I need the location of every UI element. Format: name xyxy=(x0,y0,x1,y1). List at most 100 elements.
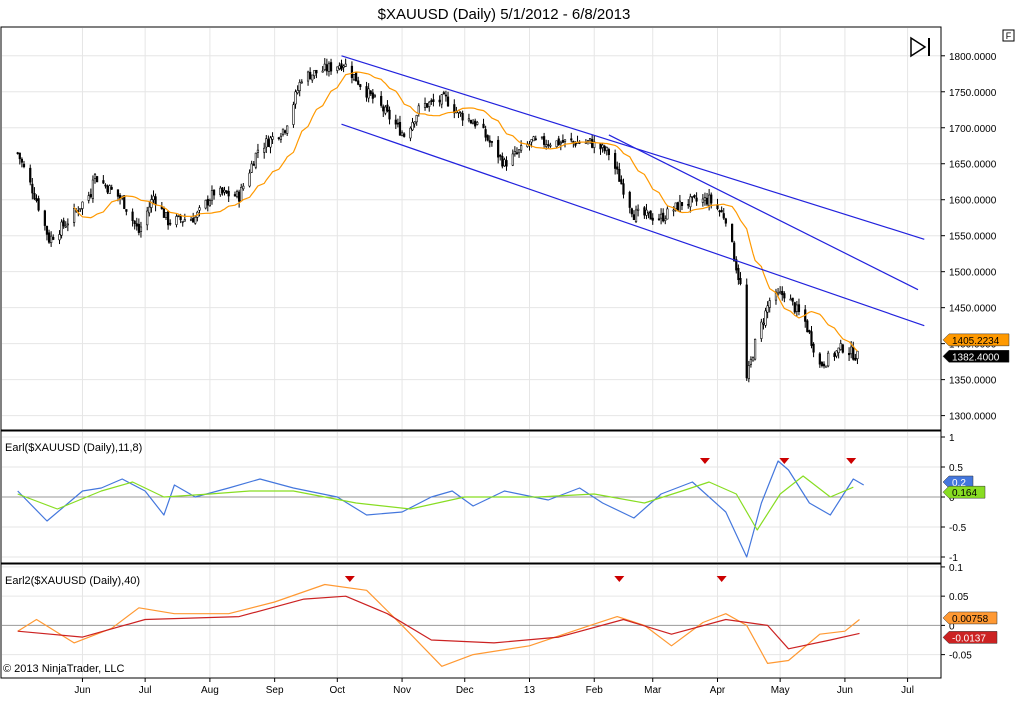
candle xyxy=(561,134,565,144)
candle xyxy=(298,79,301,97)
candle-body xyxy=(651,217,654,221)
candle xyxy=(482,118,485,129)
candle xyxy=(486,134,489,142)
candle-body xyxy=(505,160,508,167)
candle-body xyxy=(783,293,786,299)
candle-body xyxy=(413,121,416,125)
candle xyxy=(745,278,748,381)
candle-body xyxy=(252,163,255,166)
candle xyxy=(367,83,370,103)
candle xyxy=(139,221,143,238)
last-close-tag-shape xyxy=(942,350,1010,363)
candle xyxy=(125,209,128,216)
candle xyxy=(394,114,397,130)
candle xyxy=(265,134,268,154)
candle-body xyxy=(718,210,721,213)
candle-body xyxy=(400,132,404,136)
candle-body xyxy=(793,302,796,313)
candle-body xyxy=(676,202,679,211)
candle xyxy=(47,229,51,244)
candle xyxy=(296,85,299,95)
candle xyxy=(256,143,260,159)
x-tick-label: Sep xyxy=(266,685,284,696)
candle xyxy=(355,71,358,82)
candle-body xyxy=(123,195,126,209)
candle-body xyxy=(634,209,638,222)
candle-body xyxy=(192,218,195,223)
candle-body xyxy=(467,118,471,121)
candle-body xyxy=(614,153,617,169)
candle xyxy=(543,132,546,148)
candle-body xyxy=(561,140,565,143)
candle xyxy=(398,115,402,136)
candle-body xyxy=(459,112,462,114)
candle xyxy=(204,199,207,210)
candle-body xyxy=(659,213,663,219)
candle-body xyxy=(781,290,784,296)
candle-body xyxy=(164,212,168,218)
candle-body xyxy=(766,305,769,313)
candle xyxy=(766,301,769,319)
candle xyxy=(632,210,636,221)
candle-body xyxy=(645,209,648,216)
candle xyxy=(789,294,792,301)
candle xyxy=(177,214,180,218)
candle-body xyxy=(52,237,55,240)
candle xyxy=(812,342,815,358)
earl2-y-tick-label: 0.1 xyxy=(949,563,963,574)
play-end-icon[interactable] xyxy=(910,36,930,58)
x-tick-label: May xyxy=(771,685,790,696)
candle-body xyxy=(662,212,665,222)
candle-body xyxy=(513,151,516,155)
candle-body xyxy=(764,310,767,326)
candle xyxy=(198,205,201,217)
candle xyxy=(403,132,406,138)
candle-body xyxy=(484,129,487,138)
candle-body xyxy=(446,96,450,107)
candle xyxy=(795,300,798,317)
candle xyxy=(29,164,32,186)
earl2-red-tag-text: -0.0137 xyxy=(952,633,986,644)
candle-body xyxy=(438,99,441,103)
candle xyxy=(497,136,500,164)
candle-body xyxy=(664,218,667,221)
candle xyxy=(409,126,412,142)
candle xyxy=(208,198,211,207)
candle-body xyxy=(695,197,698,202)
candle-body xyxy=(18,152,21,160)
candle-body xyxy=(81,201,84,209)
f-button[interactable]: F xyxy=(1002,29,1015,42)
x-tick-label: Feb xyxy=(586,685,604,696)
candle-body xyxy=(776,292,780,295)
grid xyxy=(2,28,940,677)
candle xyxy=(488,135,491,148)
candle xyxy=(225,190,228,194)
candle xyxy=(359,83,362,90)
candle-body xyxy=(591,139,594,148)
candle xyxy=(432,93,435,107)
price-y-tick-label: 1650.0000 xyxy=(949,160,997,171)
candle-body xyxy=(369,90,372,95)
candle xyxy=(428,100,431,112)
candle-body xyxy=(428,101,431,107)
candle-body xyxy=(545,144,548,147)
candle-body xyxy=(325,64,328,72)
candle xyxy=(791,297,794,306)
candle xyxy=(797,298,801,316)
candle xyxy=(459,111,462,117)
candle-body xyxy=(250,163,253,173)
candle xyxy=(841,343,844,354)
candle xyxy=(37,195,40,212)
candle-body xyxy=(808,330,811,333)
candle-body xyxy=(520,145,523,151)
candle-body xyxy=(630,208,633,215)
candle-body xyxy=(242,185,245,190)
earl1-green-tag-text: 0.164 xyxy=(952,488,977,499)
candle-body xyxy=(152,195,155,201)
candle-body xyxy=(415,115,418,123)
candle-body xyxy=(233,194,237,197)
candle xyxy=(279,132,283,143)
candle-body xyxy=(133,220,136,224)
candle xyxy=(31,178,34,200)
price-y-tick-label: 1350.0000 xyxy=(949,376,997,387)
